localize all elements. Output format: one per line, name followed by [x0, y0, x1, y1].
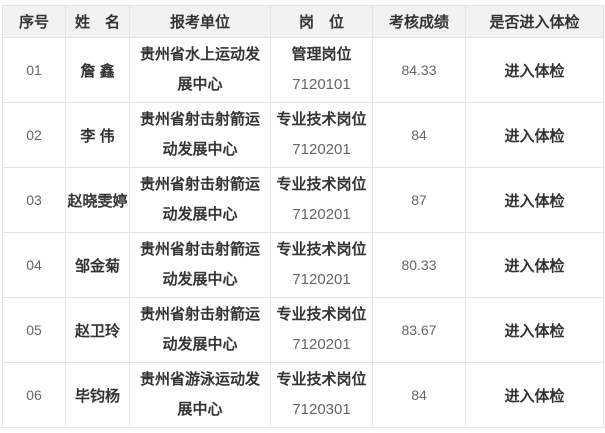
position-code: 7120201: [292, 206, 351, 223]
candidate-name-cell: 赵晓雯婷: [65, 167, 130, 233]
result-cell: 进入体检: [465, 102, 604, 168]
unit-line-2: 动发展中心: [162, 271, 238, 288]
table-row: 02 李 伟 贵州省射击射箭运 动发展中心 专业技术岗位 7120201 84 …: [2, 102, 604, 168]
result-cell: 进入体检: [465, 232, 604, 298]
unit-cell: 贵州省射击射箭运 动发展中心: [129, 297, 271, 363]
position-cell: 专业技术岗位 7120301: [270, 362, 373, 428]
position-title: 专业技术岗位: [276, 241, 367, 258]
serial-cell: 05: [2, 297, 66, 363]
unit-line-1: 贵州省射击射箭运: [139, 176, 260, 193]
table-row: 06 毕钧杨 贵州省游泳运动发 展中心 专业技术岗位 7120301 84 进入…: [2, 362, 604, 428]
score-cell: 80.33: [372, 232, 466, 298]
col-header-serial: 序号: [2, 5, 66, 38]
position-title: 专业技术岗位: [276, 371, 367, 388]
position-cell: 管理岗位 7120101: [270, 37, 373, 103]
unit-line-1: 贵州省射击射箭运: [139, 306, 260, 323]
col-header-name: 姓 名: [65, 5, 130, 38]
position-code: 7120201: [292, 271, 351, 288]
candidate-name-cell: 毕钧杨: [65, 362, 130, 428]
result-cell: 进入体检: [465, 297, 604, 363]
position-title: 专业技术岗位: [276, 306, 367, 323]
position-cell: 专业技术岗位 7120201: [270, 232, 373, 298]
candidate-name-cell: 赵卫玲: [65, 297, 130, 363]
header-row: 序号 姓 名 报考单位 岗 位 考核成绩 是否进入体检: [2, 5, 604, 38]
col-header-score: 考核成绩: [372, 5, 466, 38]
score-cell: 84.33: [372, 37, 466, 103]
table-row: 05 赵卫玲 贵州省射击射箭运 动发展中心 专业技术岗位 7120201 83.…: [2, 297, 604, 363]
unit-line-1: 贵州省射击射箭运: [139, 241, 260, 258]
unit-cell: 贵州省射击射箭运 动发展中心: [129, 232, 271, 298]
unit-line-1: 贵州省水上运动发: [139, 46, 260, 63]
unit-cell: 贵州省游泳运动发 展中心: [129, 362, 271, 428]
position-code: 7120301: [292, 401, 351, 418]
score-cell: 87: [372, 167, 466, 233]
table-row: 01 詹 鑫 贵州省水上运动发 展中心 管理岗位 7120101 84.33 进…: [2, 37, 604, 103]
unit-line-1: 贵州省游泳运动发: [139, 371, 260, 388]
table-row: 04 邹金菊 贵州省射击射箭运 动发展中心 专业技术岗位 7120201 80.…: [2, 232, 604, 298]
unit-line-1: 贵州省射击射箭运: [139, 111, 260, 128]
candidate-name-cell: 詹 鑫: [65, 37, 130, 103]
position-cell: 专业技术岗位 7120201: [270, 167, 373, 233]
unit-line-2: 动发展中心: [162, 141, 238, 158]
unit-line-2: 动发展中心: [162, 206, 238, 223]
position-cell: 专业技术岗位 7120201: [270, 297, 373, 363]
col-header-result: 是否进入体检: [465, 5, 604, 38]
serial-cell: 02: [2, 102, 66, 168]
position-title: 管理岗位: [291, 46, 352, 63]
serial-cell: 01: [2, 37, 66, 103]
score-cell: 84: [372, 362, 466, 428]
candidate-name-cell: 邹金菊: [65, 232, 130, 298]
exam-results-table: 序号 姓 名 报考单位 岗 位 考核成绩 是否进入体检 01 詹 鑫 贵州省水上…: [2, 5, 604, 428]
score-cell: 84: [372, 102, 466, 168]
unit-line-2: 展中心: [177, 401, 223, 418]
table-row: 03 赵晓雯婷 贵州省射击射箭运 动发展中心 专业技术岗位 7120201 87…: [2, 167, 604, 233]
result-cell: 进入体检: [465, 37, 604, 103]
position-title: 专业技术岗位: [276, 111, 367, 128]
serial-cell: 04: [2, 232, 66, 298]
unit-line-2: 展中心: [177, 76, 223, 93]
result-cell: 进入体检: [465, 362, 604, 428]
candidate-name-cell: 李 伟: [65, 102, 130, 168]
position-code: 7120101: [292, 76, 351, 93]
result-cell: 进入体检: [465, 167, 604, 233]
score-cell: 83.67: [372, 297, 466, 363]
position-code: 7120201: [292, 141, 351, 158]
position-code: 7120201: [292, 336, 351, 353]
position-title: 专业技术岗位: [276, 176, 367, 193]
col-header-position: 岗 位: [270, 5, 373, 38]
unit-line-2: 动发展中心: [162, 336, 238, 353]
serial-cell: 06: [2, 362, 66, 428]
position-cell: 专业技术岗位 7120201: [270, 102, 373, 168]
serial-cell: 03: [2, 167, 66, 233]
unit-cell: 贵州省射击射箭运 动发展中心: [129, 167, 271, 233]
unit-cell: 贵州省水上运动发 展中心: [129, 37, 271, 103]
unit-cell: 贵州省射击射箭运 动发展中心: [129, 102, 271, 168]
col-header-unit: 报考单位: [129, 5, 271, 38]
